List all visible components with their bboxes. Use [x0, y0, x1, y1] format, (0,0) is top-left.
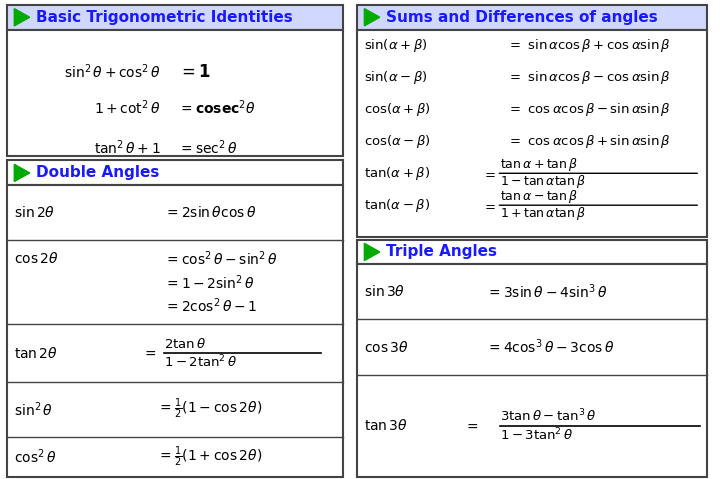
Text: $1 - 2\tan^2\theta$: $1 - 2\tan^2\theta$ — [164, 354, 238, 370]
Text: $\tan 3\theta$: $\tan 3\theta$ — [364, 418, 409, 433]
Text: $= \sec^2\theta$: $= \sec^2\theta$ — [177, 138, 237, 157]
Text: $= 1 - 2\sin^2\theta$: $= 1 - 2\sin^2\theta$ — [164, 273, 255, 292]
Text: $\tan^2\theta + 1$: $\tan^2\theta + 1$ — [94, 138, 161, 157]
Text: Sums and Differences of angles: Sums and Differences of angles — [386, 10, 657, 25]
Bar — [357, 240, 707, 264]
Text: $\sin 3\theta$: $\sin 3\theta$ — [364, 285, 406, 299]
Text: $=\ \sin\alpha\cos\beta - \cos\alpha\sin\beta$: $=\ \sin\alpha\cos\beta - \cos\alpha\sin… — [507, 69, 671, 86]
Text: $\tan\alpha + \tan\beta$: $\tan\alpha + \tan\beta$ — [500, 156, 578, 173]
Text: Triple Angles: Triple Angles — [386, 244, 497, 260]
Text: $\cos(\alpha-\beta)$: $\cos(\alpha-\beta)$ — [364, 133, 431, 150]
Text: $\cos 3\theta$: $\cos 3\theta$ — [364, 340, 409, 354]
Text: $=\ \cos\alpha\cos\beta + \sin\alpha\sin\beta$: $=\ \cos\alpha\cos\beta + \sin\alpha\sin… — [507, 133, 671, 150]
Text: $3\tan\theta - \tan^3\theta$: $3\tan\theta - \tan^3\theta$ — [500, 408, 597, 424]
Text: $\sin^2\theta$: $\sin^2\theta$ — [15, 400, 53, 419]
Text: $= \mathbf{1}$: $= \mathbf{1}$ — [177, 63, 210, 81]
Text: $\sin(\alpha+\beta)$: $\sin(\alpha+\beta)$ — [364, 37, 428, 54]
Bar — [7, 5, 343, 30]
Bar — [7, 185, 343, 477]
Text: $=$: $=$ — [464, 419, 478, 433]
Text: Double Angles: Double Angles — [36, 165, 159, 181]
Text: $2\tan\theta$: $2\tan\theta$ — [164, 337, 206, 352]
Text: $= 2\cos^2\theta - 1$: $= 2\cos^2\theta - 1$ — [164, 297, 257, 315]
Text: $= 2\sin\theta\cos\theta$: $= 2\sin\theta\cos\theta$ — [164, 205, 257, 220]
Text: $= \mathbf{cosec}^2\theta$: $= \mathbf{cosec}^2\theta$ — [177, 99, 255, 117]
Text: $\tan\alpha - \tan\beta$: $\tan\alpha - \tan\beta$ — [500, 188, 578, 205]
Bar — [357, 264, 707, 477]
Polygon shape — [364, 243, 379, 261]
Text: $\tan(\alpha+\beta)$: $\tan(\alpha+\beta)$ — [364, 165, 430, 182]
Text: $\sin^2\theta + \cos^2\theta$: $\sin^2\theta + \cos^2\theta$ — [64, 63, 161, 81]
Text: $=$: $=$ — [482, 199, 497, 212]
Text: $= 3\sin\theta - 4\sin^3\theta$: $= 3\sin\theta - 4\sin^3\theta$ — [486, 283, 607, 301]
Text: $= \frac{1}{2}(1 + \cos 2\theta)$: $= \frac{1}{2}(1 + \cos 2\theta)$ — [157, 445, 262, 469]
Text: Basic Trigonometric Identities: Basic Trigonometric Identities — [36, 10, 292, 25]
Text: $=\ \sin\alpha\cos\beta + \cos\alpha\sin\beta$: $=\ \sin\alpha\cos\beta + \cos\alpha\sin… — [507, 37, 671, 54]
Text: $\tan 2\theta$: $\tan 2\theta$ — [15, 345, 58, 361]
Text: $\cos(\alpha+\beta)$: $\cos(\alpha+\beta)$ — [364, 101, 431, 118]
Text: $1 + \tan\alpha\tan\beta$: $1 + \tan\alpha\tan\beta$ — [500, 205, 586, 222]
Polygon shape — [364, 9, 379, 26]
Text: $= \frac{1}{2}(1 - \cos 2\theta)$: $= \frac{1}{2}(1 - \cos 2\theta)$ — [157, 397, 262, 422]
Text: $\cos 2\theta$: $\cos 2\theta$ — [15, 251, 59, 266]
Text: $= \cos^2\theta - \sin^2\theta$: $= \cos^2\theta - \sin^2\theta$ — [164, 250, 278, 268]
Text: $=$: $=$ — [482, 167, 497, 180]
Text: $\sin(\alpha-\beta)$: $\sin(\alpha-\beta)$ — [364, 69, 428, 86]
Text: $=\ \cos\alpha\cos\beta - \sin\alpha\sin\beta$: $=\ \cos\alpha\cos\beta - \sin\alpha\sin… — [507, 101, 671, 118]
Text: $=$: $=$ — [142, 346, 157, 360]
Text: $\sin 2\theta$: $\sin 2\theta$ — [15, 205, 55, 220]
Text: $1 - \tan\alpha\tan\beta$: $1 - \tan\alpha\tan\beta$ — [500, 173, 586, 191]
Text: $1 - 3\tan^2\theta$: $1 - 3\tan^2\theta$ — [500, 427, 574, 444]
Bar — [357, 5, 707, 30]
Bar — [7, 30, 343, 156]
Polygon shape — [15, 9, 30, 26]
Polygon shape — [15, 164, 30, 182]
Text: $\cos^2\theta$: $\cos^2\theta$ — [15, 447, 57, 466]
Text: $1 + \cot^2\theta$: $1 + \cot^2\theta$ — [94, 99, 161, 117]
Bar — [7, 160, 343, 185]
Text: $\tan(\alpha-\beta)$: $\tan(\alpha-\beta)$ — [364, 197, 430, 214]
Bar — [357, 30, 707, 237]
Text: $= 4\cos^3\theta - 3\cos\theta$: $= 4\cos^3\theta - 3\cos\theta$ — [486, 338, 614, 356]
